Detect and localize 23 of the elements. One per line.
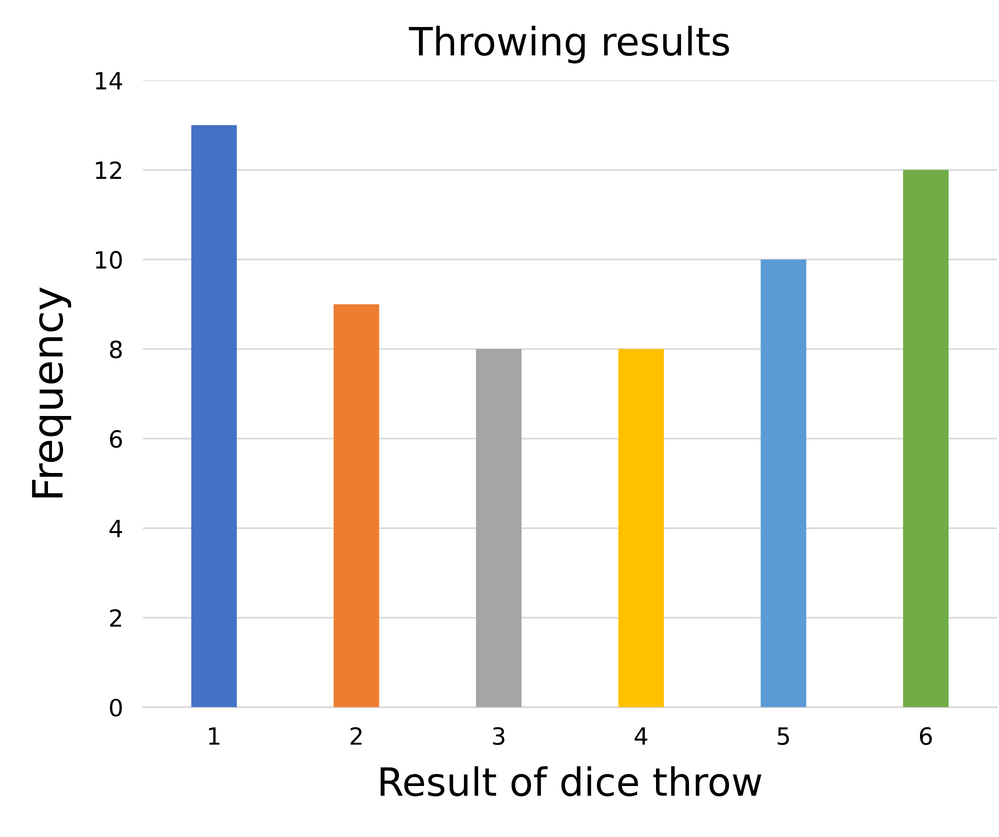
y-tick-label: 2 bbox=[110, 609, 122, 627]
x-tick-label: 1 bbox=[209, 727, 220, 745]
y-tick-label: 14 bbox=[96, 72, 122, 90]
chart-title: Throwing results bbox=[408, 26, 729, 64]
y-tick-label: 10 bbox=[96, 250, 122, 269]
bar bbox=[618, 349, 664, 708]
bar bbox=[334, 304, 380, 708]
x-tick-label: 6 bbox=[920, 727, 932, 745]
y-tick-label: 0 bbox=[110, 698, 122, 717]
x-tick-label: 5 bbox=[778, 727, 789, 745]
y-tick-label: 12 bbox=[96, 161, 122, 179]
y-tick-label: 4 bbox=[110, 520, 122, 538]
x-tick-label: 4 bbox=[634, 727, 648, 745]
bar bbox=[191, 125, 237, 708]
bar bbox=[476, 349, 522, 708]
y-axis-title: Frequency bbox=[32, 287, 72, 498]
y-tick-label: 6 bbox=[110, 430, 122, 448]
x-tick-label: 3 bbox=[493, 727, 504, 745]
bar bbox=[760, 259, 806, 708]
y-tick-label: 8 bbox=[110, 340, 122, 358]
x-axis-title: Result of dice throw bbox=[380, 766, 762, 796]
bar bbox=[903, 170, 949, 708]
x-tick-label: 2 bbox=[350, 727, 362, 745]
